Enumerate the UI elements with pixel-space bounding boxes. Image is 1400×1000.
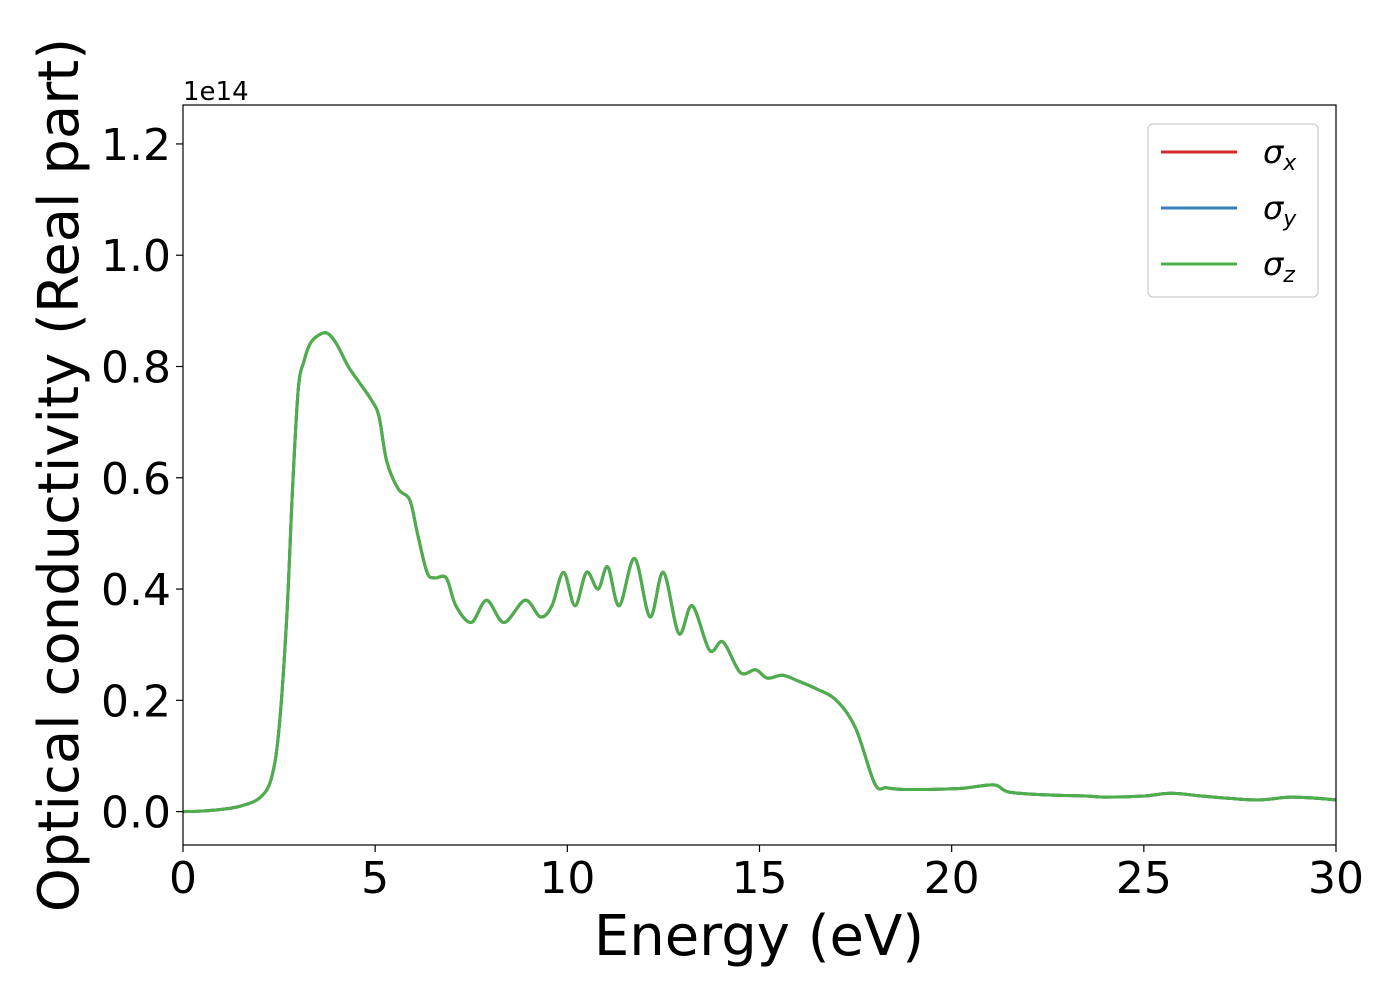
- series-layer: [182, 331, 1337, 814]
- x-axis-ticks: 0 5 10 15 20 25 30: [169, 845, 1364, 904]
- y-axis-offset-label: 1e14: [183, 77, 249, 107]
- x-axis-label: Energy (eV): [594, 904, 924, 969]
- series-line-y: [182, 331, 1337, 814]
- y-tick-label: 0.4: [101, 565, 171, 616]
- x-tick-label: 20: [924, 853, 980, 904]
- y-axis-label: Optical conductivity (Real part): [27, 38, 92, 912]
- y-tick-label: 1.0: [101, 231, 171, 282]
- series-line-z: [182, 331, 1337, 814]
- y-tick-label: 0.8: [101, 343, 171, 394]
- series-line-x: [182, 331, 1337, 814]
- y-tick-label: 0.2: [101, 676, 171, 727]
- x-tick-label: 5: [361, 853, 389, 904]
- x-tick-label: 15: [732, 853, 788, 904]
- x-tick-label: 30: [1308, 853, 1364, 904]
- y-tick-label: 1.2: [101, 120, 171, 171]
- legend-box: [1147, 123, 1319, 298]
- y-tick-label: 0.6: [101, 454, 171, 505]
- y-tick-label: 0.0: [101, 788, 171, 839]
- x-tick-label: 0: [169, 853, 197, 904]
- x-tick-label: 10: [539, 853, 595, 904]
- x-tick-label: 25: [1116, 853, 1172, 904]
- y-axis-ticks: 0.0 0.2 0.4 0.6 0.8 1.0 1.2: [101, 120, 183, 839]
